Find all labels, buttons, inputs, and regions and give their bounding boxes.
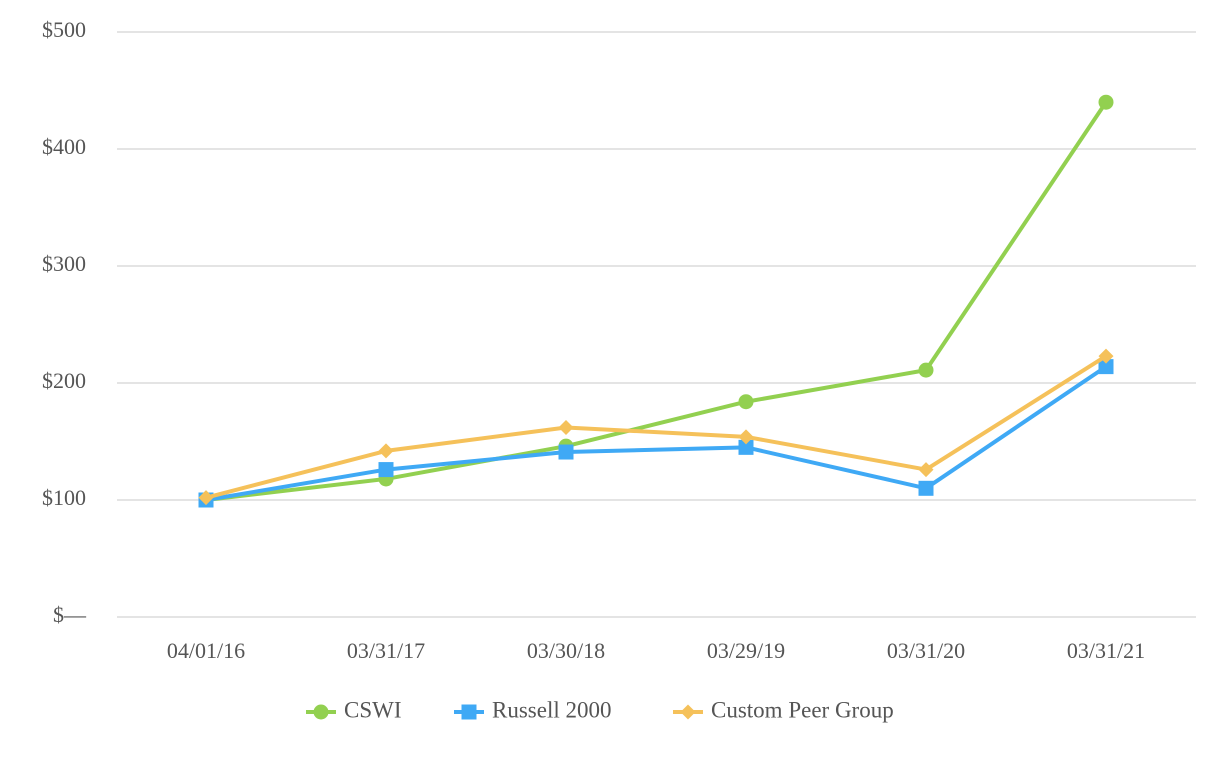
- x-axis-tick-labels: 04/01/16 03/31/17 03/30/18 03/29/19 03/31/20…: [167, 638, 1145, 663]
- data-point: [378, 462, 394, 478]
- legend-marker: [461, 704, 477, 720]
- series-lines: [198, 94, 1114, 508]
- data-point: [738, 439, 754, 455]
- legend-label: Custom Peer Group: [711, 697, 894, 722]
- y-tick-label: $500: [42, 17, 86, 42]
- x-tick-label: 04/01/16: [167, 638, 245, 663]
- x-tick-label: 03/29/19: [707, 638, 785, 663]
- data-point: [918, 462, 934, 478]
- data-point: [1098, 359, 1114, 375]
- data-point: [558, 419, 574, 435]
- y-tick-label: $100: [42, 485, 86, 510]
- data-point: [558, 444, 574, 460]
- data-point: [378, 443, 394, 459]
- y-tick-label: $300: [42, 251, 86, 276]
- legend-marker: [313, 704, 329, 720]
- x-tick-label: 03/31/21: [1067, 638, 1145, 663]
- series-line: [205, 101, 1108, 502]
- x-tick-label: 03/30/18: [527, 638, 605, 663]
- y-axis-tick-labels: $— $100 $200 $300 $400 $500: [42, 17, 87, 627]
- legend-item-1: Russell 2000: [454, 697, 611, 722]
- x-tick-label: 03/31/17: [347, 638, 425, 663]
- legend-item-2: Custom Peer Group: [673, 697, 894, 722]
- legend-label: Russell 2000: [492, 697, 611, 722]
- legend-marker: [680, 704, 696, 720]
- series-0: [198, 94, 1114, 508]
- legend: CSWI Russell 2000 Custom Peer Group: [306, 697, 894, 722]
- y-tick-label: $400: [42, 134, 86, 159]
- series-line: [205, 364, 1108, 502]
- data-point: [918, 480, 934, 496]
- data-point: [738, 429, 754, 445]
- y-tick-label: $—: [53, 602, 87, 627]
- gridlines: [117, 31, 1196, 618]
- data-point: [198, 490, 214, 506]
- series-line: [205, 354, 1108, 500]
- data-point: [918, 362, 934, 378]
- legend-item-0: CSWI: [306, 697, 402, 722]
- x-tick-label: 03/31/20: [887, 638, 965, 663]
- data-point: [1098, 348, 1114, 364]
- y-tick-label: $200: [42, 368, 86, 393]
- legend-label: CSWI: [344, 697, 402, 722]
- data-point: [1098, 94, 1114, 110]
- series-2: [198, 348, 1114, 506]
- data-point: [738, 394, 754, 410]
